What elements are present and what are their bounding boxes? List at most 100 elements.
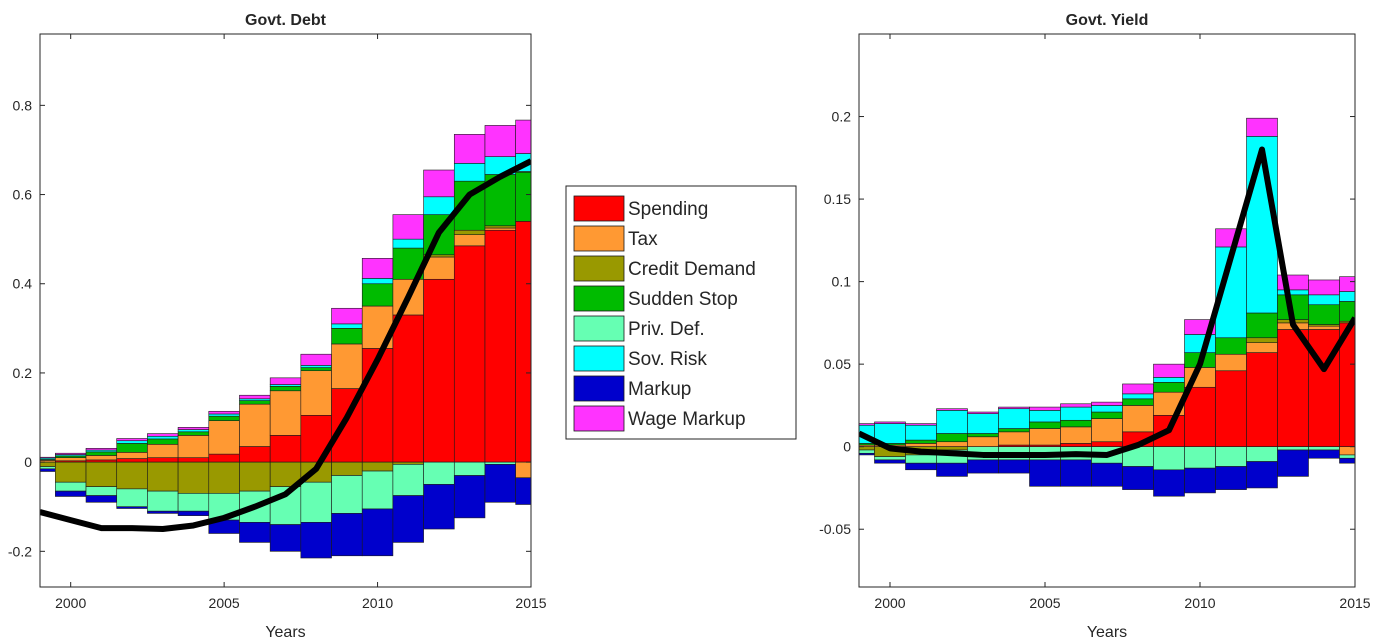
bar-spending-2003 [147,457,179,463]
bar-wage-markup-2007 [269,377,302,385]
bar-wage-markup-2015 [1339,276,1355,292]
bar-markup-2008 [300,522,332,559]
bar-markup-2012 [423,484,455,530]
legend-swatch [573,345,625,372]
bar-wage-markup-2005 [1029,406,1061,411]
bar-wage-markup-2014 [1308,279,1340,296]
bar-spending-2015 [515,221,531,463]
x-tick-label: 2010 [1184,595,1215,611]
bar-sudden-stop-2003 [967,433,999,438]
x-tick-label: 2000 [55,595,86,611]
bar-credit-demand-2002 [936,446,968,451]
bar-credit-demand-2001 [85,461,118,487]
bar-wage-markup-2014 [484,125,516,157]
bar-priv-def-2010 [1184,446,1216,469]
bar-sudden-stop-2014 [1308,304,1340,325]
bar-priv-def-2000 [55,481,87,492]
legend-swatch [573,195,625,222]
bar-wage-markup-2006 [1060,403,1092,408]
legend-label: Markup [628,379,691,400]
bar-credit-demand-2009 [331,461,363,476]
axes-box [39,33,532,588]
bar-markup-2005 [1029,459,1061,487]
bar-markup-2010 [1184,467,1216,494]
bar-sudden-stop-2015 [1339,301,1355,322]
bar-sov-risk-2004 [998,408,1030,429]
bar-markup-2002 [936,462,968,477]
bar-sov-risk-2008 [1122,393,1154,400]
bar-sudden-stop-2011 [1215,337,1247,355]
bar-credit-demand-2003 [147,461,179,492]
bar-tax-2009 [331,343,363,389]
bar-spending-2013 [453,245,486,463]
bar-markup-2001 [905,462,937,471]
bar-tax-2004 [177,435,210,458]
bar-sudden-stop-2015 [515,171,531,222]
bar-sov-risk-2004 [177,429,210,433]
legend-label: Priv. Def. [628,319,705,340]
legend-label: Spending [628,199,708,220]
bar-sudden-stop-2005 [208,415,240,421]
bar-markup-2008 [1122,466,1154,490]
x-tick-label: 2015 [1339,595,1370,611]
bar-wage-markup-2002 [116,438,148,442]
legend-label: Credit Demand [628,259,756,280]
bar-tax-2003 [147,443,179,458]
bar-tax-2012 [1246,342,1278,353]
y-tick-label: -0.2 [8,543,32,559]
plot-area [859,117,1355,497]
total-line [40,158,531,533]
bar-priv-def-2013 [1277,446,1309,451]
bar-sudden-stop-2006 [239,400,271,405]
debt-chart: -0.2 0 0.2 0.4 0.6 0.8 2000 2005 2010 2015 Govt. D… [8,12,547,641]
bar-priv-def-2009 [1153,446,1185,471]
bar-markup-2006 [239,522,271,543]
bar-sudden-stop-2008 [300,367,332,371]
bar-wage-markup-2004 [177,427,210,430]
bar-priv-def-2003 [147,490,179,512]
bar-sov-risk-2002 [116,440,148,444]
bar-tax-2002 [936,441,968,447]
bar-wage-markup-2011 [392,214,424,240]
bar-sov-risk-2009 [1153,377,1185,383]
legend: Spending Tax Credit Demand Sudden Stop Priv.… [565,185,797,440]
bar-wage-markup-2007 [1091,401,1123,406]
bar-spending-2004 [177,457,210,463]
axes-box [858,33,1356,588]
bar-wage-markup-2009 [1153,363,1185,378]
bar-sudden-stop-2007 [269,386,302,392]
bar-priv-def-2012 [423,461,455,485]
bar-sudden-stop-2005 [1029,421,1061,429]
chart-title: Govt. Yield [1066,12,1149,29]
bar-spending-2011 [392,314,424,463]
bar-credit-demand-2015 [1339,320,1355,324]
bar-sov-risk-2005 [1029,410,1061,423]
bar-credit-demand-2002 [116,461,148,490]
y-tick-label: 0.6 [13,187,33,203]
bar-sudden-stop-2003 [147,438,179,445]
bar-credit-demand-2005 [208,461,240,494]
bar-sudden-stop-2012 [1246,312,1278,339]
bar-wage-markup-2003 [967,411,999,414]
bar-tax-2003 [967,436,999,447]
bar-sudden-stop-2009 [331,328,363,345]
legend-swatch [573,285,625,312]
bar-priv-def-2000 [874,456,906,461]
bar-markup-2007 [1091,462,1123,487]
bar-sudden-stop-2008 [1122,398,1154,406]
bar-spending-2012 [1246,352,1278,447]
bar-wage-markup-2015 [515,119,531,154]
bar-markup-2003 [147,510,179,514]
bar-tax-2008 [300,370,332,416]
bar-sov-risk-2003 [147,435,179,440]
y-tick-label: 0.2 [13,365,33,381]
bar-spending-2002 [116,458,148,463]
bar-sov-risk-2003 [967,413,999,434]
bar-tax-2007 [269,390,302,436]
bar-tax-2011 [1215,353,1247,372]
bar-spending-2001 [85,459,118,463]
legend-label: Sudden Stop [628,289,738,310]
bar-markup-2012 [1246,461,1278,489]
bar-markup-2014 [484,464,516,503]
bar-wage-markup-2012 [423,169,455,198]
